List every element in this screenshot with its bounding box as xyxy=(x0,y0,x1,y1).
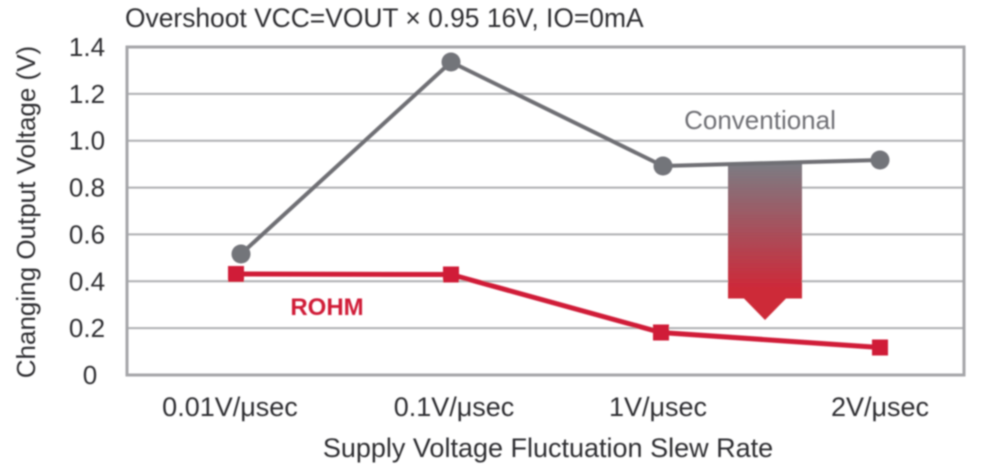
svg-text:Conventional: Conventional xyxy=(684,105,836,135)
svg-text:Supply Voltage Fluctuation Sle: Supply Voltage Fluctuation Slew Rate xyxy=(323,433,773,463)
svg-text:0.6: 0.6 xyxy=(69,219,105,249)
svg-text:0.2: 0.2 xyxy=(69,313,105,343)
svg-text:ROHM: ROHM xyxy=(290,294,363,321)
svg-text:0.01V/μsec: 0.01V/μsec xyxy=(162,392,298,422)
svg-text:1.0: 1.0 xyxy=(69,126,105,156)
svg-text:Overshoot VCC=VOUT × 0.95 16V,: Overshoot VCC=VOUT × 0.95 16V, IO=0mA xyxy=(125,3,644,33)
svg-text:0.1V/μsec: 0.1V/μsec xyxy=(394,392,515,422)
svg-text:0.8: 0.8 xyxy=(69,173,105,203)
svg-text:1.4: 1.4 xyxy=(69,32,105,62)
svg-text:1.2: 1.2 xyxy=(69,79,105,109)
svg-text:0: 0 xyxy=(83,360,97,390)
svg-text:1V/μsec: 1V/μsec xyxy=(609,392,707,422)
svg-text:Changing Output Voltage (V): Changing Output Voltage (V) xyxy=(11,46,41,378)
svg-text:2V/μsec: 2V/μsec xyxy=(831,392,929,422)
svg-text:0.4: 0.4 xyxy=(69,266,105,296)
